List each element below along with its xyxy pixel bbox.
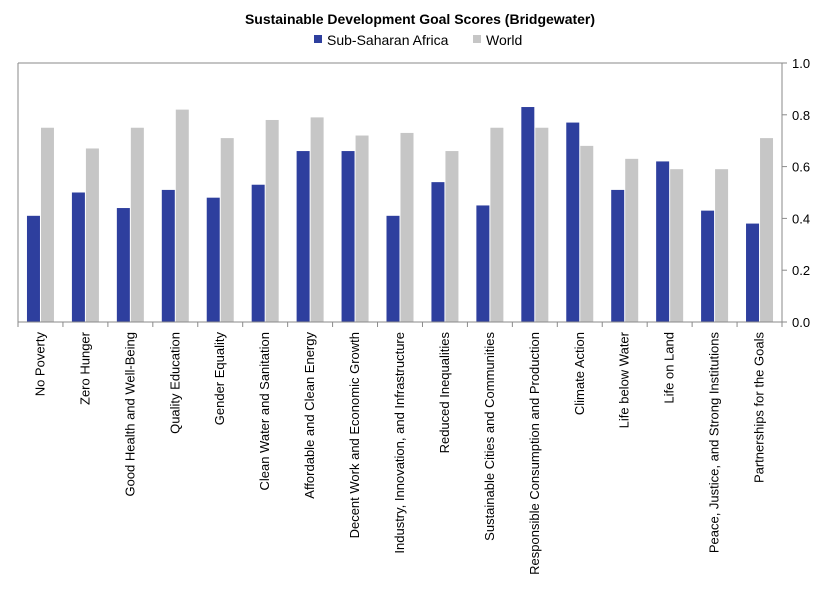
bar	[580, 145, 594, 322]
y-tick-label: 0.0	[792, 315, 810, 330]
legend-label: Sub-Saharan Africa	[327, 32, 449, 48]
x-category-label: Reduced Inequalities	[437, 332, 452, 454]
bar	[490, 127, 504, 322]
bar	[161, 189, 175, 322]
legend-item-sub-saharan-africa: Sub-Saharan Africa	[314, 32, 449, 48]
bar	[40, 127, 54, 322]
bar	[476, 205, 490, 322]
series-sub-saharan-africa	[26, 107, 760, 322]
bar	[386, 215, 400, 322]
x-category-label: No Poverty	[32, 332, 47, 397]
bar	[251, 184, 265, 322]
legend-swatch	[314, 35, 322, 43]
bar	[746, 223, 760, 322]
y-tick-label: 0.8	[792, 108, 810, 123]
x-category-label: Zero Hunger	[77, 331, 92, 405]
bar	[670, 169, 684, 322]
y-tick-label: 0.2	[792, 263, 810, 278]
legend-label: World	[486, 32, 522, 48]
bar	[26, 215, 40, 322]
bar	[265, 119, 279, 322]
bar	[355, 135, 369, 322]
x-category-label: Gender Equality	[212, 332, 227, 426]
bar	[130, 127, 144, 322]
legend: Sub-Saharan Africa World	[314, 32, 522, 48]
x-category-label: Partnerships for the Goals	[752, 332, 767, 484]
legend-item-world: World	[473, 32, 522, 48]
bar	[445, 151, 459, 322]
chart-title: Sustainable Development Goal Scores (Bri…	[245, 11, 595, 27]
x-category-label: Decent Work and Economic Growth	[347, 332, 362, 538]
bar	[400, 132, 414, 322]
x-category-label: Clean Water and Sanitation	[257, 332, 272, 491]
y-tick-label: 0.6	[792, 160, 810, 175]
bar	[521, 107, 535, 322]
x-category-label: Affordable and Clean Energy	[302, 332, 317, 499]
bar	[220, 138, 234, 322]
x-category-label: Sustainable Cities and Communities	[482, 332, 497, 541]
bar	[116, 208, 130, 322]
x-category-label: Quality Education	[167, 332, 182, 434]
x-category-label: Life on Land	[662, 332, 677, 404]
bar	[625, 158, 639, 322]
bar	[71, 192, 85, 322]
x-category-label: Good Health and Well-Being	[122, 332, 137, 497]
legend-swatch	[473, 35, 481, 43]
bar	[611, 189, 625, 322]
bar	[656, 161, 670, 322]
plot-area: 1.0 0.8 0.6 0.4 0.2 0.0 No Poverty Zero Hunger G…	[17, 56, 810, 575]
bar	[296, 151, 310, 322]
series-world	[40, 109, 774, 323]
bar	[566, 122, 580, 322]
x-category-label: Climate Action	[572, 332, 587, 415]
bar	[701, 210, 715, 322]
bar	[85, 148, 99, 322]
x-category-label: Responsible Consumption and Production	[527, 332, 542, 575]
x-category-label: Peace, Justice, and Strong Institutions	[707, 332, 722, 554]
y-tick-label: 1.0	[792, 56, 810, 71]
y-tick-label: 0.4	[792, 211, 810, 226]
bar	[431, 182, 445, 322]
bar	[310, 117, 324, 322]
bar	[341, 151, 355, 322]
x-category-label: Industry, Innovation, and Infrastructure	[392, 332, 407, 554]
bar	[175, 109, 189, 323]
bar	[206, 197, 220, 322]
bar	[535, 127, 549, 322]
bar	[760, 138, 774, 322]
x-category-label: Life below Water	[617, 331, 632, 428]
bar	[715, 169, 729, 322]
